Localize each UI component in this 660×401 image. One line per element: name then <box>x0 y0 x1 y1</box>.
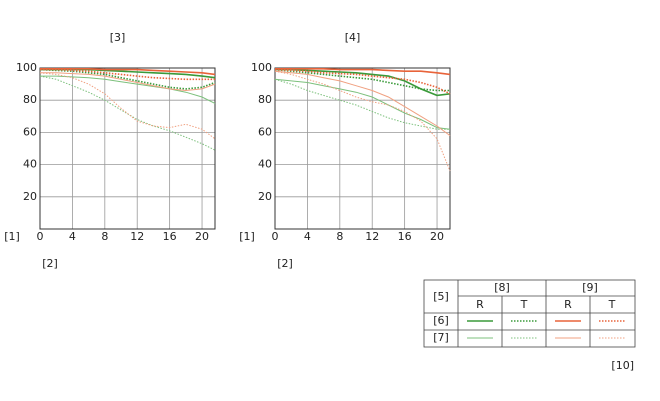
y-axis-label: [1] <box>239 230 255 243</box>
series-line <box>39 72 216 140</box>
x-tick-label: 16 <box>163 230 177 243</box>
x-tick-label: 20 <box>195 230 209 243</box>
plot-frame <box>274 67 451 230</box>
x-tick-label: 12 <box>365 230 379 243</box>
legend-row: [6] <box>433 314 449 327</box>
x-axis-label: [2] <box>277 257 293 270</box>
legend-column: T <box>520 298 528 311</box>
x-tick-label: 16 <box>398 230 412 243</box>
legend-column: R <box>476 298 484 311</box>
series-line <box>274 70 451 172</box>
series-line <box>39 75 216 151</box>
x-tick-label: 20 <box>430 230 444 243</box>
x-tick-label: 0 <box>272 230 279 243</box>
legend-table <box>423 279 636 348</box>
x-tick-label: 4 <box>69 230 76 243</box>
series-line <box>275 68 451 76</box>
legend-row: [7] <box>433 331 449 344</box>
series-line <box>40 72 216 92</box>
series-line <box>274 78 451 130</box>
series-line <box>274 78 450 130</box>
x-tick-label: 8 <box>101 230 108 243</box>
x-tick-label: 4 <box>304 230 311 243</box>
legend-column: T <box>608 298 616 311</box>
legend-note: [10] <box>611 359 634 372</box>
series-line <box>274 70 451 137</box>
y-tick-label: 40 <box>258 158 272 171</box>
legend-column: R <box>564 298 572 311</box>
x-axis-label: [2] <box>42 257 58 270</box>
x-tick-label: 0 <box>37 230 44 243</box>
legend-label: [5] <box>433 290 449 303</box>
y-tick-label: 60 <box>258 125 272 138</box>
legend-group: [9] <box>582 281 598 294</box>
series-line <box>275 68 451 97</box>
y-tick-label: 100 <box>251 61 272 74</box>
y-tick-label: 100 <box>16 61 37 74</box>
x-tick-label: 8 <box>336 230 343 243</box>
y-tick-label: 20 <box>23 190 37 203</box>
y-tick-label: 60 <box>23 125 37 138</box>
y-axis-label: [1] <box>4 230 20 243</box>
y-tick-label: 80 <box>23 93 37 106</box>
chart-title: [3] <box>110 31 126 44</box>
x-tick-label: 12 <box>130 230 144 243</box>
plot-frame <box>39 67 216 230</box>
y-tick-label: 80 <box>258 93 272 106</box>
y-tick-label: 20 <box>258 190 272 203</box>
y-tick-label: 40 <box>23 158 37 171</box>
series-line <box>39 68 216 90</box>
chart-title: [4] <box>345 31 361 44</box>
series-line <box>40 75 216 104</box>
series-line <box>40 68 216 76</box>
legend-group: [8] <box>494 281 510 294</box>
